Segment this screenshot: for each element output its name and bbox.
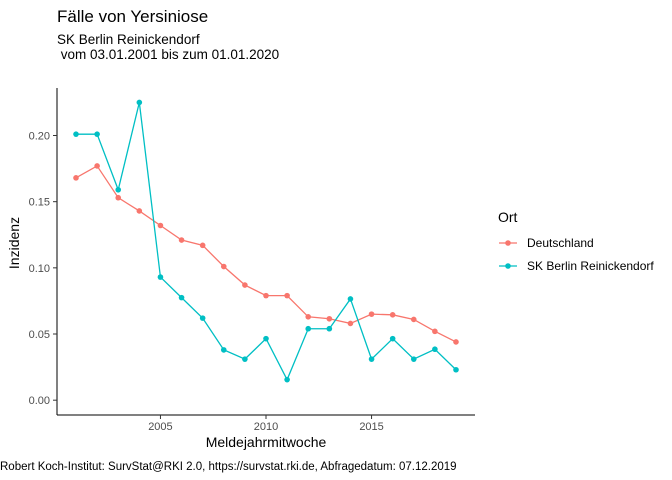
- series-0-point: [199, 242, 206, 249]
- x-ticks: 2005 2010 2015: [148, 415, 384, 433]
- series-0-point: [453, 339, 459, 345]
- chart-caption: Robert Koch-Institut: SurvStat@RKI 2.0, …: [0, 461, 457, 473]
- series-1-point: [326, 325, 333, 332]
- chart-subtitle-line2: vom 03.01.2001 bis zum 01.01.2020: [57, 47, 279, 62]
- legend-items: Deutschland SK Berlin Reinickendorf: [499, 236, 654, 273]
- legend-key-point: [505, 240, 511, 246]
- legend-key-point: [505, 263, 511, 269]
- legend-label: SK Berlin Reinickendorf: [527, 259, 654, 273]
- series-0-point: [326, 315, 333, 322]
- series-0-point: [115, 194, 122, 201]
- legend-label: Deutschland: [527, 236, 594, 250]
- series-1-point: [220, 347, 227, 353]
- series-0-point: [284, 292, 290, 299]
- series-0-point: [347, 320, 354, 327]
- series-0-point: [263, 292, 269, 299]
- series-1-point: [94, 131, 100, 137]
- series-1-point: [410, 356, 417, 362]
- series-1-point: [136, 99, 143, 106]
- y-tick-label: 0.05: [29, 329, 50, 341]
- y-tick-label: 0.00: [29, 395, 50, 407]
- series-1-point: [432, 346, 438, 353]
- series-1-point: [115, 186, 122, 193]
- x-axis-title: Meldejahrmitwoche: [206, 434, 327, 450]
- series-1-point: [157, 274, 164, 280]
- x-tick-label: 2010: [254, 421, 278, 433]
- plot-area: 2005 2010 2015 0.00 0.05 0.10 0.15 0.20: [29, 88, 475, 433]
- y-tick-label: 0.15: [29, 197, 50, 209]
- x-tick-label: 2015: [359, 421, 383, 433]
- series-1-point: [73, 131, 79, 137]
- series-0-point: [220, 263, 227, 270]
- series-1-point: [263, 335, 269, 342]
- series-0-point: [410, 316, 417, 323]
- series-1-point: [347, 296, 354, 302]
- series-0-point: [305, 314, 312, 320]
- series-0-point: [73, 175, 79, 181]
- series-0-point: [136, 208, 143, 214]
- y-tick-label: 0.20: [29, 131, 50, 143]
- series-1-point: [305, 325, 312, 332]
- y-tick-label: 0.10: [29, 263, 50, 275]
- series-1-point: [178, 294, 185, 301]
- x-tick-label: 2005: [148, 421, 172, 433]
- legend: Ort Deutschland SK Berlin Reinickendorf: [498, 209, 654, 273]
- series-0-point: [368, 311, 375, 317]
- chart-title: Fälle von Yersiniose: [57, 7, 208, 26]
- series-line-0: [75, 165, 457, 343]
- series-1-point: [453, 366, 459, 373]
- series-0-point: [94, 163, 100, 169]
- series-0-point: [242, 282, 248, 288]
- series-1-point: [368, 356, 375, 362]
- series-layer: [73, 99, 459, 383]
- series-0-point: [178, 237, 185, 243]
- legend-title: Ort: [498, 209, 518, 225]
- series-1-point: [389, 335, 396, 342]
- series-1-point: [242, 356, 248, 362]
- series-1-point: [199, 315, 206, 321]
- y-ticks: 0.00 0.05 0.10 0.15 0.20: [29, 131, 57, 407]
- series-1-point: [284, 376, 290, 383]
- series-0-point: [157, 222, 164, 229]
- y-axis-title: Inzidenz: [6, 217, 22, 269]
- series-0-point: [389, 312, 396, 318]
- series-0-point: [432, 328, 438, 335]
- chart-subtitle-line1: SK Berlin Reinickendorf: [57, 32, 200, 47]
